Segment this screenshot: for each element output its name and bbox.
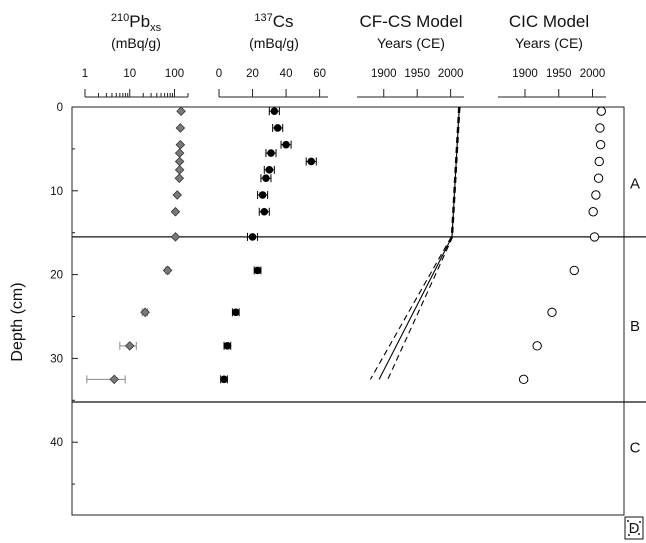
pb-point: [162, 265, 173, 276]
cfcs-model-line: [378, 106, 460, 380]
cic-tick-label: 1900: [512, 68, 538, 80]
cs-point: [220, 375, 228, 384]
cfcs-upper-bound: [387, 106, 461, 380]
cic-unit: Years (CE): [515, 35, 583, 51]
zone-d-dot: [638, 533, 640, 535]
zone-label-a: A: [630, 175, 640, 192]
zone-d-dot: [627, 520, 629, 522]
pb-point: [170, 232, 181, 242]
pb-title: 210Pbxs: [111, 12, 162, 34]
cs-point: [260, 207, 269, 216]
depth-tick-label: 10: [50, 186, 63, 198]
pb-unit: (mBq/g): [111, 35, 161, 51]
depth-tick-label: 0: [57, 102, 63, 114]
cs-point: [248, 233, 257, 241]
cs-tick-label: 40: [280, 68, 293, 80]
pb-point: [109, 374, 120, 385]
cic-title: CIC Model: [509, 12, 589, 31]
zone-label-b: B: [630, 318, 640, 335]
cic-point: [591, 190, 601, 200]
pb-tick-label: 100: [165, 68, 184, 80]
cfcs-title: CF-CS Model: [360, 12, 463, 31]
cs-point: [253, 266, 262, 275]
cs-point: [223, 342, 232, 350]
cs-point: [231, 308, 240, 317]
cfcs-unit: Years (CE): [377, 35, 445, 51]
cic-point: [589, 232, 600, 242]
panel-axes: 1 10 100 0 20 40 60 1900 1950 2000 1900 1950 2000: [82, 68, 606, 98]
cs-point: [307, 157, 316, 166]
cfcs-tick-label: 1950: [404, 68, 430, 80]
pb-point: [175, 139, 186, 150]
pb-point: [175, 123, 186, 133]
pb-point: [140, 307, 150, 318]
cfcs-axis: 1900 1950 2000: [357, 68, 464, 98]
cs-point: [267, 149, 275, 157]
y-axis-label: Depth (cm): [9, 282, 26, 361]
pb-point: [176, 106, 186, 116]
cfcs-tick-label: 1900: [371, 68, 397, 80]
cic-point: [569, 265, 579, 276]
depth-tick-label: 30: [50, 353, 63, 365]
zone-d-dot: [628, 534, 630, 536]
data-layer: [86, 106, 606, 385]
cic-point: [595, 123, 605, 133]
cs-unit: (mBq/g): [249, 35, 299, 51]
cs-point: [258, 191, 267, 199]
cic-axis: 1900 1950 2000: [498, 68, 606, 98]
cic-point: [593, 173, 604, 183]
pb-point: [174, 165, 185, 175]
plot-border: [71, 106, 625, 516]
cs-tick-label: 20: [246, 68, 259, 80]
zone-labels: A B C D: [624, 175, 644, 540]
pb-point: [174, 148, 185, 158]
cfcs-tick-label: 2000: [438, 68, 464, 80]
cic-point: [532, 341, 542, 351]
cic-tick-label: 2000: [580, 68, 606, 80]
cfcs-lower-bound: [369, 106, 460, 380]
pb-point: [124, 341, 135, 351]
zone-label-d: D: [629, 520, 640, 537]
cic-point: [594, 156, 604, 167]
pb-point: [174, 173, 185, 183]
cs-point: [270, 107, 279, 115]
pb-axis: 1 10 100: [82, 68, 189, 98]
depth-tick-label: 20: [50, 270, 63, 282]
cs-point: [265, 166, 274, 174]
zone-label-c: C: [630, 439, 641, 456]
zone-d-dot: [632, 527, 634, 529]
cic-tick-label: 1950: [546, 68, 572, 80]
pb-tick-label: 10: [123, 68, 136, 80]
cs-tick-label: 60: [313, 68, 326, 80]
pb-point: [172, 190, 183, 200]
cs-point: [282, 140, 290, 149]
depth-axis: 0 10 20 30 40: [50, 102, 78, 485]
cic-point: [518, 374, 529, 385]
cic-point: [596, 106, 606, 116]
pb-point: [170, 206, 181, 217]
cic-point: [595, 140, 606, 150]
cs-axis: 0 20 40 60: [216, 68, 328, 98]
cs-point: [262, 174, 270, 183]
plot-frame: [71, 106, 646, 516]
cic-point: [588, 207, 598, 217]
depth-tick-label: 40: [50, 437, 63, 449]
panel-titles: 210Pbxs (mBq/g) 137Cs (mBq/g) CF-CS Mode…: [111, 12, 589, 51]
cs-title: 137Cs: [254, 12, 293, 31]
cs-point: [273, 124, 282, 132]
zone-d-dot: [639, 521, 641, 523]
cs-tick-label: 0: [216, 68, 222, 80]
pb-point: [174, 156, 185, 167]
cic-point: [547, 307, 557, 318]
pb-tick-label: 1: [82, 68, 88, 80]
